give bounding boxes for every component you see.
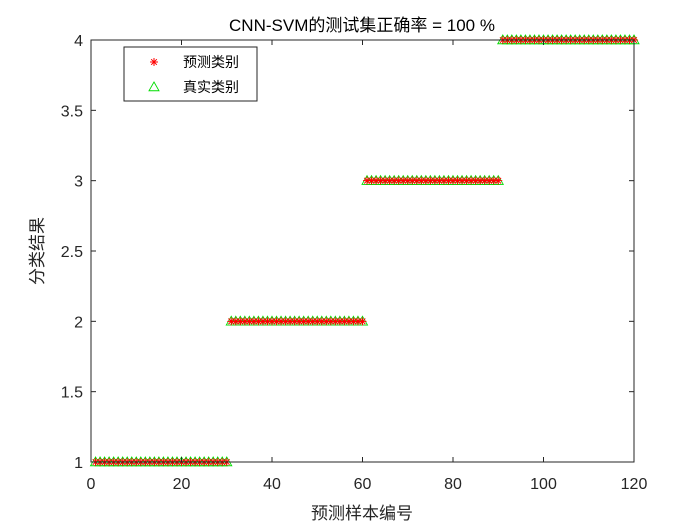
predicted-class-point: [399, 176, 408, 185]
predicted-class-point: [426, 176, 435, 185]
x-tick-label: 0: [87, 476, 96, 493]
predicted-class-point: [376, 176, 385, 185]
predicted-class-point: [458, 176, 467, 185]
y-tick-label: 4: [74, 33, 83, 50]
predicted-class-point: [430, 176, 439, 185]
legend-true-label: 真实类别: [183, 80, 239, 96]
predicted-class-point: [245, 317, 254, 326]
predicted-class-point: [268, 317, 276, 326]
predicted-class-point: [381, 176, 390, 185]
predicted-class-point: [326, 317, 335, 326]
predicted-class-point: [317, 317, 326, 326]
predicted-class-point: [344, 317, 353, 326]
predicted-class-point: [258, 317, 267, 326]
predicted-class-point: [335, 317, 344, 326]
predicted-class-point: [340, 317, 349, 326]
x-tick-label: 100: [530, 476, 557, 493]
predicted-class-point: [272, 317, 281, 326]
predicted-class-point: [471, 176, 480, 185]
chart-title: CNN-SVM的测试集正确率 = 100 %: [229, 16, 495, 35]
x-tick-label: 60: [354, 476, 372, 493]
predicted-class-point: [249, 317, 258, 326]
y-tick-label: 1.5: [61, 385, 83, 402]
predicted-class-point: [372, 176, 381, 185]
predicted-class-point: [476, 176, 485, 185]
legend-predicted-label: 预测类别: [183, 55, 239, 71]
predicted-class-point: [358, 317, 367, 326]
predicted-class-point: [353, 317, 362, 326]
predicted-class-point: [240, 317, 249, 326]
predicted-class-point: [462, 176, 471, 185]
y-axis: 1 1.5 2 2.5 3 3.5 4: [61, 33, 634, 472]
predicted-class-point: [494, 176, 503, 185]
y-tick-label: 3.5: [61, 103, 83, 120]
y-tick-label: 2.5: [61, 244, 83, 261]
predicted-class-point: [394, 176, 403, 185]
predicted-class-point: [480, 176, 489, 185]
predicted-class-point: [349, 317, 358, 326]
predicted-class-point: [304, 317, 313, 326]
x-axis: 0 20 40 60 80 100 120: [87, 40, 648, 493]
predicted-class-point: [453, 176, 462, 185]
predicted-class-point: [417, 176, 426, 185]
predicted-class-point: [385, 176, 394, 185]
predicted-class-point: [412, 176, 421, 185]
y-tick-label: 1: [74, 455, 83, 472]
predicted-class-point: [286, 317, 295, 326]
legend-true-triangle: [148, 81, 160, 92]
x-axis-label: 预测样本编号: [311, 504, 413, 524]
predicted-class-point: [322, 317, 331, 326]
legend-true-marker: [148, 81, 160, 92]
predicted-class-point: [281, 317, 290, 326]
legend: 预测类别 真实类别: [123, 46, 258, 102]
predicted-class-point: [308, 317, 317, 326]
legend-box: [123, 46, 258, 102]
legend-predicted-asterisk: [150, 58, 158, 66]
predicted-class-point: [363, 176, 372, 185]
predicted-class-point: [227, 317, 236, 326]
y-tick-label: 2: [74, 314, 83, 331]
x-tick-label: 20: [173, 476, 191, 493]
predicted-class-point: [313, 317, 322, 326]
predicted-class-point: [299, 317, 308, 326]
predicted-class-point: [439, 176, 448, 185]
legend-predicted-marker: [150, 58, 158, 66]
x-tick-label: 40: [263, 476, 281, 493]
x-tick-label: 120: [621, 476, 648, 493]
y-tick-label: 3: [74, 174, 83, 191]
predicted-class-point: [444, 176, 453, 185]
y-axis-label: 分类结果: [28, 217, 48, 285]
predicted-class-point: [390, 176, 399, 185]
x-tick-label: 80: [444, 476, 462, 493]
plot-area-frame: [90, 39, 635, 463]
predicted-class-point: [485, 176, 494, 185]
predicted-class-point: [435, 176, 444, 185]
predicted-class-point: [236, 317, 245, 326]
predicted-class-point: [467, 176, 476, 185]
predicted-class-point: [489, 176, 498, 185]
predicted-class-point: [290, 317, 299, 326]
predicted-class-point: [277, 317, 286, 326]
predicted-class-point: [403, 176, 412, 185]
predicted-class-point: [331, 317, 340, 326]
predicted-class-point: [295, 317, 304, 326]
predicted-class-point: [421, 176, 430, 185]
predicted-class-point: [449, 176, 457, 185]
predicted-class-point: [408, 176, 417, 185]
predicted-class-point: [231, 317, 240, 326]
predicted-class-point: [367, 176, 376, 185]
predicted-class-point: [254, 317, 263, 326]
predicted-class-point: [263, 317, 272, 326]
